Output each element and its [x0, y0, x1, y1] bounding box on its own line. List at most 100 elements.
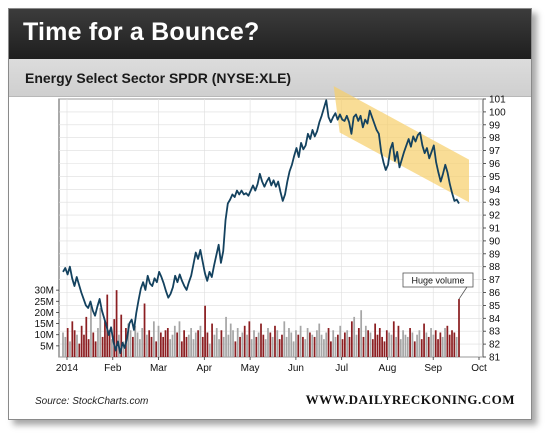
trend-channel-band	[333, 86, 469, 203]
volume-bar	[390, 334, 393, 357]
volume-bar	[357, 328, 360, 357]
volume-bar	[80, 325, 83, 357]
volume-bar	[348, 336, 351, 357]
price-tick-label: 81	[489, 353, 501, 364]
volume-bar	[129, 330, 132, 357]
volume-bar	[136, 332, 139, 357]
volume-bar	[194, 332, 197, 357]
volume-bar	[197, 330, 199, 357]
volume-bar	[434, 330, 437, 357]
chart-title-strip: Energy Select Sector SPDR (NYSE:XLE)	[9, 59, 531, 97]
volume-bar	[215, 328, 218, 357]
price-tick-label: 88	[489, 262, 501, 273]
volume-bar	[278, 339, 281, 357]
volume-bar	[276, 330, 279, 357]
volume-bar	[94, 341, 97, 357]
volume-bar	[104, 321, 106, 357]
volume-bar	[85, 316, 88, 357]
volume-bar	[173, 325, 176, 357]
volume-bar	[204, 305, 206, 357]
volume-bar	[325, 332, 328, 357]
volume-bar	[201, 336, 204, 357]
x-tick-label: Apr	[197, 363, 213, 374]
price-tick-label: 95	[489, 172, 501, 183]
volume-bar	[283, 321, 286, 357]
volume-bar	[371, 339, 374, 357]
volume-bar	[274, 325, 276, 357]
volume-bar	[441, 336, 444, 357]
volume-bar	[78, 343, 81, 357]
volume-tick-label: 5M	[40, 341, 54, 352]
trend-channel	[333, 86, 469, 203]
volume-bar	[309, 332, 311, 357]
x-tick-label: Oct	[471, 363, 487, 374]
price-tick-label: 100	[489, 107, 506, 118]
volume-bar	[134, 325, 137, 357]
x-tick-label: Jul	[335, 363, 348, 374]
volume-tick-label: 25M	[35, 297, 54, 308]
price-tick-label: 97	[489, 146, 501, 157]
volume-bar	[416, 334, 418, 357]
price-tick-label: 85	[489, 301, 501, 312]
volume-bar	[148, 330, 151, 357]
volume-bar	[378, 328, 381, 357]
volume-bar	[255, 336, 258, 357]
grid	[59, 98, 483, 358]
volume-bar	[236, 328, 239, 357]
volume-bar	[346, 330, 349, 357]
volume-bar	[225, 316, 227, 357]
volume-bar	[83, 334, 85, 357]
volume-bar	[337, 334, 339, 357]
volume-bar	[97, 328, 99, 357]
volume-bar	[141, 328, 144, 357]
volume-bar	[111, 339, 113, 357]
volume-bar	[406, 336, 409, 357]
price-tick-label: 84	[489, 314, 501, 325]
volume-bar	[220, 330, 223, 357]
x-tick-label: Sep	[424, 363, 442, 374]
x-tick-label: Feb	[104, 363, 122, 374]
volume-bar	[127, 323, 130, 357]
volume-bar	[66, 328, 69, 357]
volume-bar	[341, 339, 344, 357]
volume-bar	[69, 341, 71, 357]
volume-bar	[169, 339, 172, 357]
volume-bar	[367, 330, 370, 357]
volume-bar	[243, 325, 246, 357]
volume-bar	[413, 341, 416, 357]
volume-bar	[257, 332, 260, 357]
volume-bar	[232, 330, 234, 357]
volume-bar	[364, 325, 367, 357]
volume-bar	[362, 336, 365, 357]
volume-bar	[423, 323, 425, 357]
volume-bar	[176, 332, 179, 357]
volume-bar	[430, 328, 432, 357]
volume-bar	[139, 339, 141, 357]
volume-bar	[108, 330, 111, 357]
volume-bar	[190, 328, 192, 357]
volume-bar	[208, 343, 211, 357]
volume-bar	[381, 336, 383, 357]
volume-bar	[458, 299, 460, 357]
volume-bar	[350, 321, 353, 357]
volume-bar	[199, 325, 202, 357]
volume-bar	[411, 332, 414, 357]
volume-tick-label: 10M	[35, 330, 54, 341]
volume-bar	[302, 336, 304, 357]
volume-bar	[297, 334, 300, 357]
volume-bar	[330, 341, 332, 357]
volume-bar	[313, 336, 316, 357]
volume-bar	[343, 332, 346, 357]
price-tick-label: 96	[489, 159, 501, 170]
volume-bar	[437, 339, 439, 357]
x-tick-label: Jun	[288, 363, 304, 374]
volume-bar	[267, 328, 269, 357]
volume-tick-label: 20M	[35, 308, 54, 319]
volume-bar	[299, 325, 302, 357]
volume-bar	[120, 314, 123, 357]
price-tick-label: 86	[489, 288, 501, 299]
volume-bar	[374, 323, 377, 357]
volume-bar	[222, 336, 225, 357]
